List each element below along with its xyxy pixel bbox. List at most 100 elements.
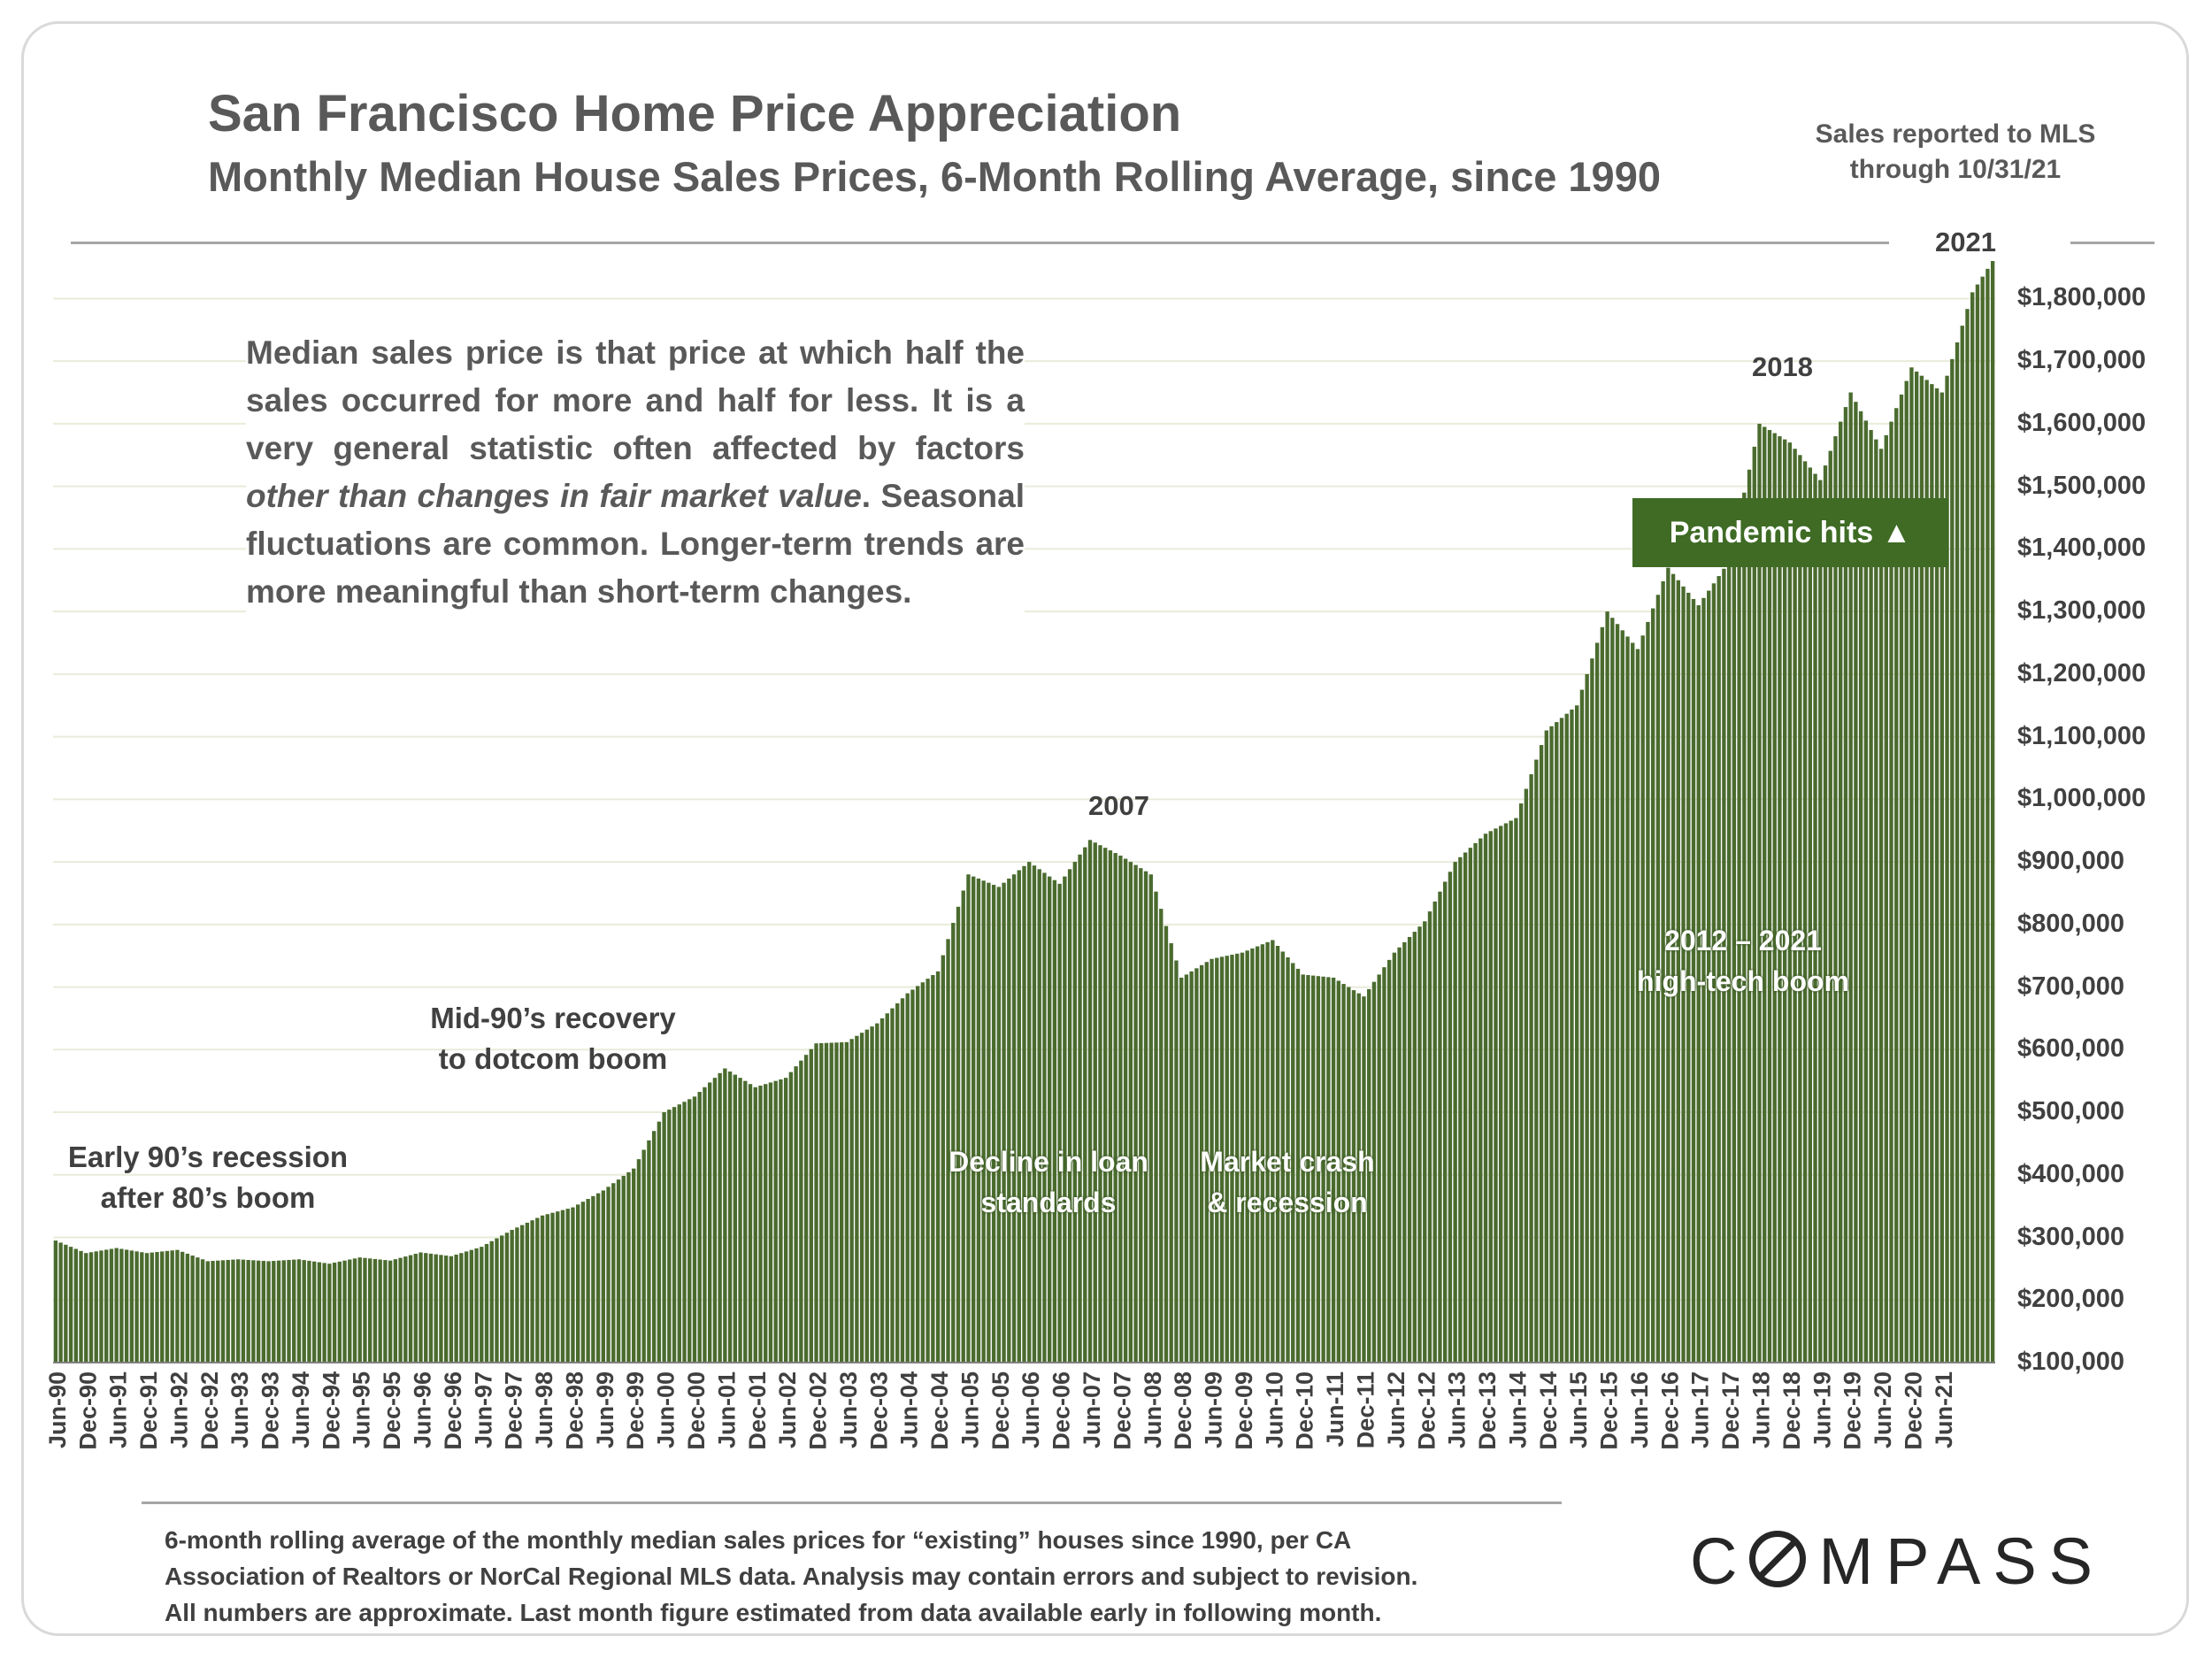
x-tick-label: Dec-19 <box>1839 1371 1866 1450</box>
bar <box>1037 869 1041 1363</box>
bar <box>1752 446 1756 1363</box>
bar <box>556 1211 560 1363</box>
x-tick-label: Dec-13 <box>1474 1371 1501 1450</box>
bar <box>519 1225 525 1363</box>
bar <box>1245 950 1249 1363</box>
bar <box>185 1253 190 1363</box>
bar <box>246 1259 250 1363</box>
bar <box>1027 862 1032 1363</box>
bar <box>1960 326 1964 1363</box>
y-tick-label: $100,000 <box>2017 1348 2124 1376</box>
bar <box>1655 595 1661 1363</box>
bar <box>1620 630 1624 1363</box>
bar <box>1265 941 1270 1363</box>
x-tick-label: Jun-08 <box>1140 1371 1166 1448</box>
bar <box>1742 492 1747 1363</box>
bar <box>601 1190 605 1363</box>
bar <box>1148 874 1153 1363</box>
x-tick-label: Dec-04 <box>926 1371 953 1450</box>
bar <box>1351 990 1356 1363</box>
bar <box>733 1074 738 1363</box>
footnote-divider <box>142 1502 1562 1504</box>
bar <box>1782 439 1787 1363</box>
bar <box>571 1207 575 1363</box>
note-text-2: . Seasonal fluctuations are common. Long… <box>246 478 1025 610</box>
bar <box>1975 284 1980 1363</box>
bar <box>205 1261 210 1363</box>
bar <box>170 1250 174 1363</box>
chart-subtitle: Monthly Median House Sales Prices, 6-Mon… <box>208 153 1661 200</box>
bar <box>1448 872 1453 1363</box>
bar <box>373 1258 378 1363</box>
bar <box>1143 871 1148 1363</box>
bar <box>165 1250 170 1363</box>
bar <box>525 1222 530 1363</box>
bar <box>794 1066 798 1363</box>
x-tick-label: Jun-93 <box>227 1371 253 1448</box>
logo-o-icon <box>1749 1531 1807 1587</box>
x-tick-label: Jun-00 <box>653 1371 680 1448</box>
bar <box>403 1256 408 1363</box>
bar <box>687 1099 692 1363</box>
bar <box>1924 380 1929 1363</box>
bar <box>586 1199 590 1363</box>
bar <box>1286 956 1290 1363</box>
bar <box>1007 878 1011 1363</box>
x-tick-label: Dec-98 <box>561 1371 588 1450</box>
bar <box>1336 980 1341 1363</box>
bar <box>621 1175 626 1363</box>
bar <box>1661 580 1665 1363</box>
x-tick-label: Dec-16 <box>1656 1371 1683 1450</box>
bar <box>1078 854 1082 1363</box>
bar <box>864 1029 870 1363</box>
bar <box>1250 948 1255 1363</box>
bar <box>1930 384 1934 1363</box>
bar <box>484 1243 489 1363</box>
bar <box>408 1255 413 1363</box>
bar <box>190 1256 195 1363</box>
bar <box>972 876 976 1363</box>
x-tick-label: Jun-11 <box>1322 1371 1348 1448</box>
bar <box>1083 847 1087 1363</box>
bar <box>996 887 1002 1363</box>
bar <box>439 1255 443 1363</box>
bar <box>88 1252 94 1363</box>
x-tick-label: Jun-98 <box>531 1371 557 1448</box>
bar <box>885 1013 889 1363</box>
bar <box>1671 573 1676 1363</box>
note-italic: other than changes in fair market value <box>246 478 862 514</box>
bar <box>712 1078 718 1363</box>
bar <box>773 1080 778 1363</box>
bar <box>616 1179 621 1363</box>
bar <box>1711 583 1717 1363</box>
bar <box>155 1252 159 1363</box>
explanation-note: Median sales price is that price at whic… <box>246 329 1025 616</box>
bar <box>1397 947 1402 1363</box>
footnote-line-1: 6-month rolling average of the monthly m… <box>165 1526 1352 1554</box>
bar <box>1407 936 1412 1363</box>
bar <box>175 1249 180 1363</box>
bar <box>575 1204 580 1363</box>
header-divider <box>71 242 1889 244</box>
bar <box>1990 261 1995 1363</box>
annotation-mid-90s-line2: to dotcom boom <box>438 1042 668 1075</box>
x-tick-label: Dec-17 <box>1717 1371 1744 1450</box>
bar <box>748 1084 753 1363</box>
bar <box>1260 944 1265 1363</box>
bar <box>510 1230 514 1363</box>
bar <box>1402 941 1407 1363</box>
x-tick-label: Dec-09 <box>1231 1371 1257 1450</box>
x-tick-label: Dec-08 <box>1170 1371 1196 1450</box>
x-tick-label: Jun-12 <box>1383 1371 1409 1448</box>
bar <box>920 982 926 1363</box>
bar <box>1737 515 1741 1363</box>
bar <box>1518 803 1524 1363</box>
bar <box>504 1233 510 1363</box>
bar <box>1808 467 1812 1363</box>
bar <box>272 1261 276 1363</box>
bar <box>1509 820 1513 1363</box>
bar <box>1087 840 1093 1363</box>
bar <box>1570 709 1574 1363</box>
bar <box>1169 943 1173 1363</box>
bar <box>895 1002 900 1363</box>
